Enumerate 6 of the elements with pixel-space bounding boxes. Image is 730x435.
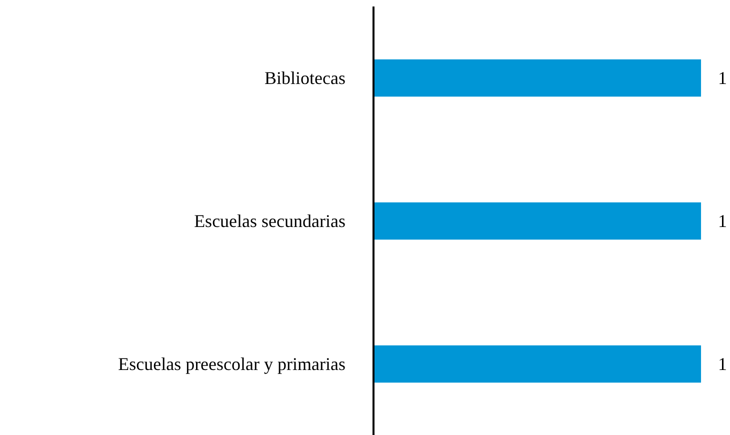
y-tick-label: Escuelas preescolar y primarias [118,354,346,374]
data-label: 1 [718,354,728,374]
y-tick-label: Bibliotecas [264,68,346,88]
data-label: 1 [718,68,728,88]
y-tick-label: Escuelas secundarias [194,211,346,231]
data-label: 1 [718,211,728,231]
